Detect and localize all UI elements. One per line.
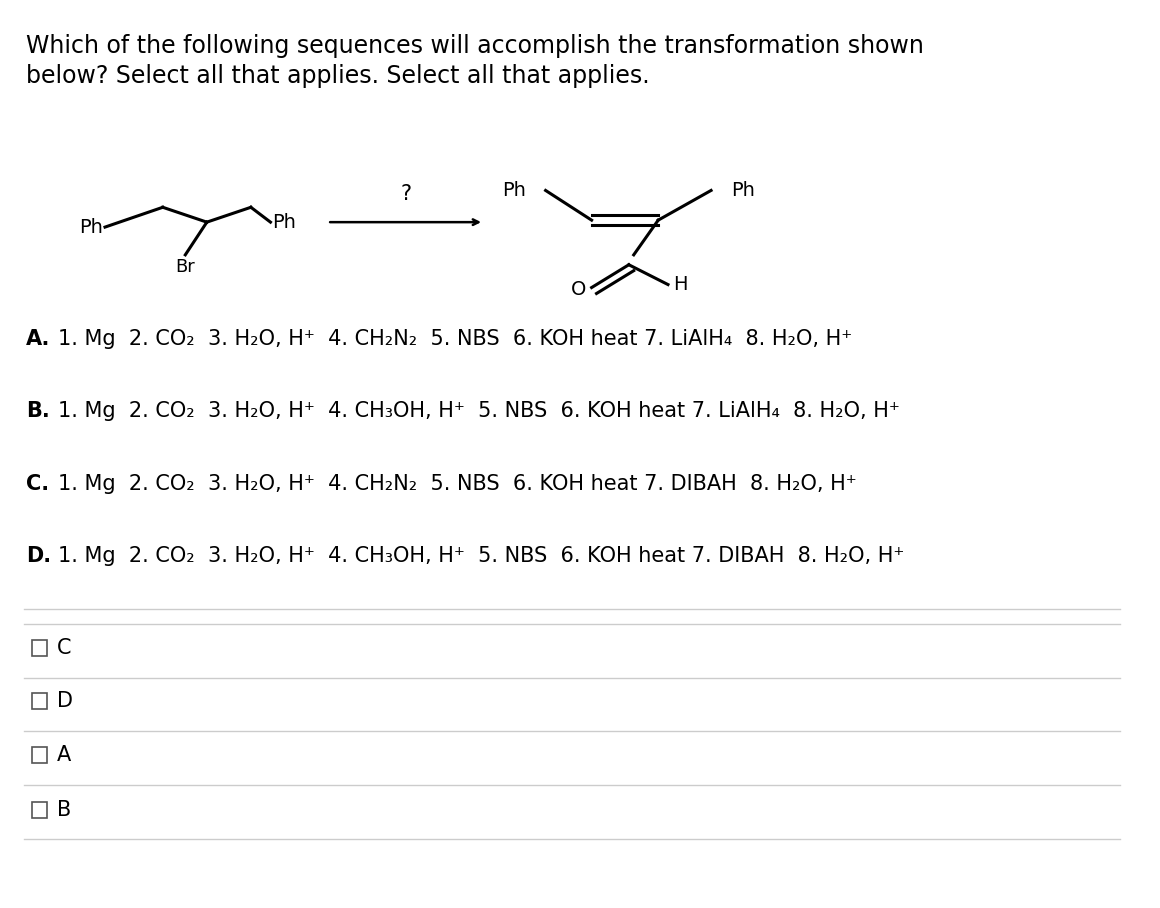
Text: 1. Mg  2. CO₂  3. H₂O, H⁺  4. CH₂N₂  5. NBS  6. KOH heat 7. DIBAH  8. H₂O, H⁺: 1. Mg 2. CO₂ 3. H₂O, H⁺ 4. CH₂N₂ 5. NBS … [58, 474, 857, 494]
Text: 1. Mg  2. CO₂  3. H₂O, H⁺  4. CH₂N₂  5. NBS  6. KOH heat 7. LiAlH₄  8. H₂O, H⁺: 1. Mg 2. CO₂ 3. H₂O, H⁺ 4. CH₂N₂ 5. NBS … [58, 329, 853, 349]
Text: 1. Mg  2. CO₂  3. H₂O, H⁺  4. CH₃OH, H⁺  5. NBS  6. KOH heat 7. LiAlH₄  8. H₂O, : 1. Mg 2. CO₂ 3. H₂O, H⁺ 4. CH₃OH, H⁺ 5. … [58, 401, 900, 421]
Text: C.: C. [26, 474, 49, 494]
Text: Ph: Ph [79, 218, 103, 237]
Bar [31, 640, 48, 656]
Text: 1. Mg  2. CO₂  3. H₂O, H⁺  4. CH₃OH, H⁺  5. NBS  6. KOH heat 7. DIBAH  8. H₂O, H: 1. Mg 2. CO₂ 3. H₂O, H⁺ 4. CH₃OH, H⁺ 5. … [58, 546, 905, 566]
Text: B: B [57, 800, 71, 820]
Text: Ph: Ph [273, 212, 296, 232]
Text: Br: Br [175, 258, 195, 276]
Text: O: O [572, 280, 587, 299]
Text: D: D [57, 691, 73, 711]
Text: A: A [57, 745, 71, 765]
Text: B.: B. [26, 401, 50, 421]
Text: H: H [673, 275, 688, 294]
Bar [31, 802, 48, 817]
Text: A.: A. [26, 329, 50, 349]
Bar [31, 747, 48, 763]
Text: Ph: Ph [502, 181, 525, 200]
Text: Ph: Ph [731, 181, 754, 200]
Text: D.: D. [26, 546, 51, 566]
Text: C: C [57, 638, 72, 658]
Text: below? Select all that applies. Select all that applies.: below? Select all that applies. Select a… [26, 64, 650, 87]
Text: Which of the following sequences will accomplish the transformation shown: Which of the following sequences will ac… [26, 34, 923, 58]
Bar [31, 693, 48, 708]
Text: ?: ? [400, 184, 411, 204]
